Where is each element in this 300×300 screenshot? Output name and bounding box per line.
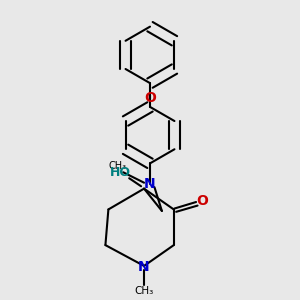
Text: N: N [138,260,150,274]
Text: O: O [144,91,156,105]
Text: CH₃: CH₃ [108,161,126,171]
Text: HO: HO [110,166,131,179]
Text: N: N [144,177,156,191]
Text: O: O [197,194,208,208]
Text: CH₃: CH₃ [134,286,154,296]
